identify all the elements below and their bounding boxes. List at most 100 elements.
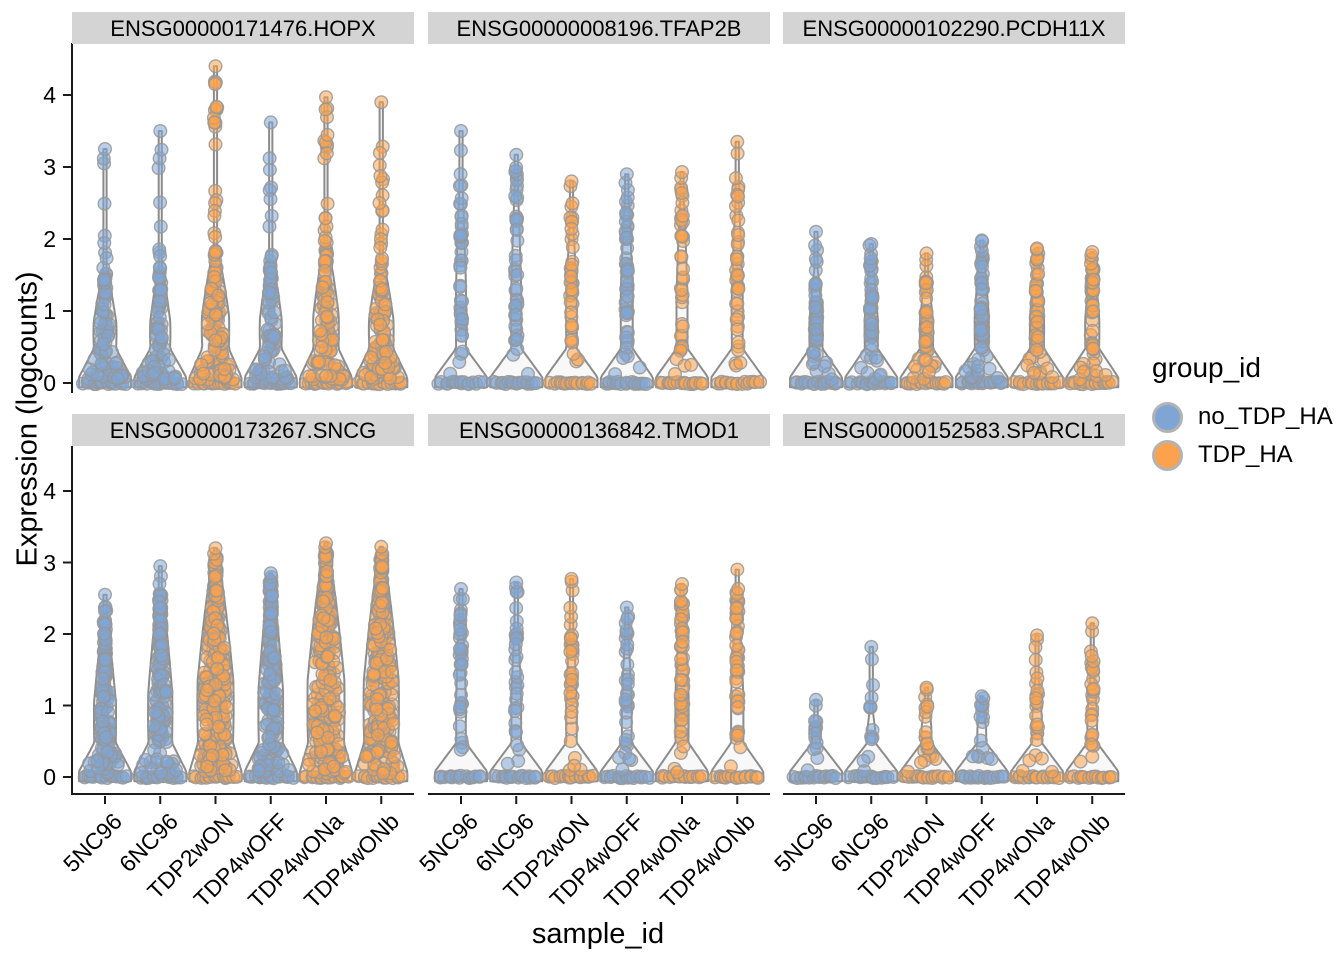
violin-TDP4wONb-5: [1062, 616, 1120, 786]
facet-title: ENSG00000136842.TMOD1: [458, 418, 740, 443]
jitter-points: [487, 575, 543, 786]
jitter-points: [896, 680, 957, 786]
violin-TDP4wONa-0: [298, 90, 354, 391]
legend-item-tdp-ha[interactable]: TDP_HA: [1152, 436, 1342, 474]
violin-TDP4wONb-2: [1063, 244, 1120, 392]
jitter-points: [653, 164, 710, 392]
jitter-points: [242, 566, 301, 786]
jitter-points: [433, 582, 488, 786]
violin-TDP2wON-2: [899, 246, 954, 392]
facet-strip-sparcl1: ENSG00000152583.SPARCL1: [783, 414, 1125, 446]
violin-6NC96-2: [842, 236, 899, 392]
jitter-points: [711, 134, 768, 392]
jitter-points: [597, 600, 657, 786]
legend-title: group_id: [1152, 352, 1261, 383]
violin-TDP4wONa-4: [655, 577, 709, 785]
jitter-points: [542, 571, 601, 786]
violin-5NC96-4: [433, 582, 488, 786]
violin-TDP2wON-1: [542, 174, 599, 392]
violin-6NC96-3: [133, 559, 188, 786]
facet-title: ENSG00000152583.SPARCL1: [803, 418, 1105, 443]
y-tick-label: 2: [43, 226, 56, 252]
jitter-points: [1062, 616, 1119, 786]
violin-5NC96-3: [77, 587, 134, 786]
jitter-points: [708, 562, 765, 785]
jitter-points: [841, 639, 901, 786]
violin-TDP4wONb-4: [708, 562, 765, 785]
violin-TDP4wONa-3: [297, 536, 356, 786]
facet-strip-tmod1: ENSG00000136842.TMOD1: [428, 414, 770, 446]
jitter-points: [1007, 241, 1067, 392]
violin-5NC96-5: [786, 692, 843, 786]
jitter-points: [789, 224, 843, 392]
y-tick-label: 1: [43, 692, 56, 719]
violin-TDP4wOFF-1: [599, 167, 654, 392]
violin-TDP2wON-0: [186, 59, 243, 391]
legend-swatch-orange-icon: [1152, 439, 1183, 471]
violin-TDP2wON-4: [542, 571, 601, 786]
violin-TDP4wONa-1: [653, 164, 710, 392]
jitter-points: [486, 147, 544, 392]
jitter-points: [1008, 628, 1066, 786]
jitter-points: [351, 539, 409, 786]
legend-item-no-tdp-ha[interactable]: no_TDP_HA: [1152, 398, 1342, 436]
jitter-points: [954, 233, 1009, 391]
facet-strip-sncg: ENSG00000173267.SNCG: [72, 414, 414, 446]
violin-TDP4wOFF-2: [954, 233, 1009, 391]
facet-title: ENSG00000102290.PCDH11X: [802, 16, 1106, 41]
facet-strip-hopx: ENSG00000171476.HOPX: [72, 12, 414, 44]
x-axis-title: sample_id: [531, 918, 665, 950]
jitter-points: [655, 577, 709, 785]
violin-TDP4wOFF-3: [242, 566, 301, 786]
violin-TDP4wOFF-5: [954, 689, 1011, 786]
y-tick-label: 4: [43, 478, 56, 504]
violin-TDP2wON-3: [186, 541, 244, 786]
jitter-points: [351, 95, 408, 392]
jitter-points: [243, 115, 299, 391]
violin-TDP4wOFF-0: [243, 115, 299, 391]
facet-title: ENSG00000173267.SNCG: [109, 418, 377, 443]
y-tick-label: 0: [43, 370, 56, 396]
jitter-points: [297, 536, 356, 786]
legend-item-label: no_TDP_HA: [1198, 403, 1333, 430]
violin-6NC96-1: [486, 147, 544, 392]
jitter-points: [134, 559, 188, 786]
y-tick-label: 3: [43, 154, 56, 180]
legend: group_id no_TDP_HA TDP_HA: [1152, 352, 1342, 474]
violin-TDP4wONb-3: [351, 539, 409, 786]
jitter-points: [130, 123, 189, 392]
violin-5NC96-0: [75, 141, 133, 392]
facet-strip-pcdh11x: ENSG00000102290.PCDH11X: [783, 12, 1125, 44]
violin-6NC96-0: [130, 123, 189, 392]
jitter-points: [186, 59, 243, 391]
legend-item-label: TDP_HA: [1198, 441, 1293, 468]
violin-TDP4wOFF-4: [597, 600, 657, 786]
y-tick-label: 1: [43, 298, 56, 324]
jitter-points: [955, 689, 1011, 786]
jitter-points: [1063, 244, 1120, 392]
violin-TDP2wON-5: [896, 680, 957, 786]
jitter-points: [842, 236, 899, 392]
facet-title: ENSG00000171476.HOPX: [110, 16, 376, 41]
jitter-points: [186, 541, 244, 786]
violin-5NC96-1: [431, 123, 491, 392]
violin-6NC96-5: [841, 639, 901, 786]
facet-title: ENSG00000008196.TFAP2B: [456, 16, 742, 41]
y-tick-label: 4: [43, 82, 56, 108]
jitter-points: [298, 90, 354, 391]
y-tick-label: 0: [43, 764, 56, 790]
jitter-points: [431, 123, 491, 392]
jitter-points: [786, 692, 843, 786]
violin-5NC96-2: [789, 224, 843, 392]
violin-TDP4wONb-1: [710, 134, 768, 392]
violin-TDP4wONa-2: [1007, 241, 1067, 392]
y-tick-label: 2: [43, 621, 56, 647]
jitter-points: [900, 246, 953, 392]
violin-6NC96-4: [487, 575, 544, 786]
jitter-points: [599, 167, 654, 392]
legend-swatch-blue-icon: [1152, 401, 1183, 433]
violin-TDP4wONb-0: [351, 95, 409, 392]
jitter-points: [542, 174, 598, 392]
